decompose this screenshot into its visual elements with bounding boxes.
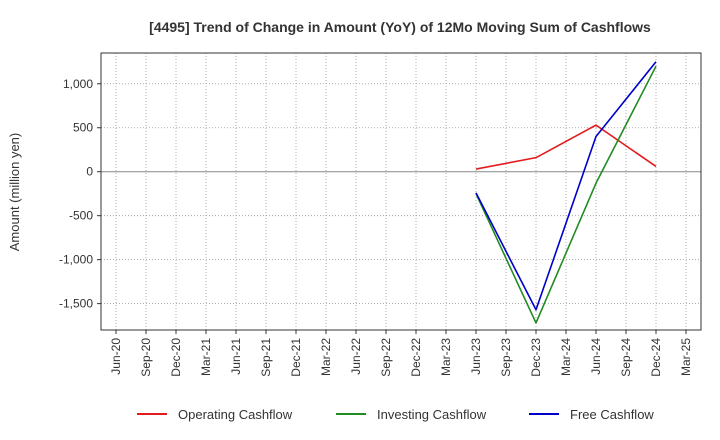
x-tick-label: Dec-20: [169, 338, 183, 377]
legend-label: Investing Cashflow: [377, 407, 487, 422]
x-tick-label: Dec-24: [649, 338, 663, 377]
x-tick-label: Sep-24: [619, 338, 633, 377]
x-tick-label: Dec-23: [529, 338, 543, 377]
series-line-free-cashflow: [475, 61, 657, 311]
y-tick-label: -1,500: [59, 297, 93, 311]
legend: Operating Cashflow Investing Cashflow Free…: [137, 407, 654, 422]
legend-label: Free Cashflow: [570, 407, 654, 422]
x-tick-label: Jun-22: [349, 338, 363, 375]
x-tick-label: Dec-22: [409, 338, 423, 377]
y-axis-label: Amount (million yen): [7, 133, 22, 252]
x-tick-label: Mar-22: [319, 338, 333, 376]
x-tick-label: Mar-21: [199, 338, 213, 376]
x-tick-label: Mar-24: [559, 338, 573, 376]
chart-title: [4495] Trend of Change in Amount (YoY) o…: [149, 19, 651, 35]
series-line-operating-cashflow: [475, 124, 657, 170]
series: [475, 61, 657, 324]
grid: [101, 53, 701, 330]
legend-label: Operating Cashflow: [178, 407, 293, 422]
x-tick-label: Dec-21: [289, 338, 303, 377]
x-axis-ticks: Jun-20 Sep-20 Dec-20 Mar-21 Jun-21 Sep-21 Dec-…: [109, 330, 693, 377]
x-tick-label: Jun-24: [589, 338, 603, 375]
y-tick-label: 500: [73, 121, 93, 135]
series-line-investing-cashflow: [475, 65, 657, 324]
x-tick-label: Jun-23: [469, 338, 483, 375]
x-tick-label: Sep-22: [379, 338, 393, 377]
x-tick-label: Sep-21: [259, 338, 273, 377]
x-tick-label: Jun-21: [229, 338, 243, 375]
y-axis-ticks: 1,000 500 0 -500 -1,000 -1,500: [59, 77, 101, 311]
x-tick-label: Mar-25: [679, 338, 693, 376]
x-tick-label: Jun-20: [109, 338, 123, 375]
x-tick-label: Mar-23: [439, 338, 453, 376]
plot-area: [100, 52, 702, 331]
y-tick-label: 0: [86, 165, 93, 179]
y-tick-label: -500: [69, 209, 93, 223]
y-tick-label: 1,000: [63, 77, 93, 91]
x-tick-label: Sep-20: [139, 338, 153, 377]
y-tick-label: -1,000: [59, 253, 93, 267]
x-tick-label: Sep-23: [499, 338, 513, 377]
